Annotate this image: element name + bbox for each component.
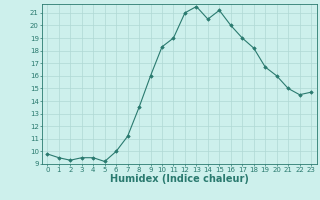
- X-axis label: Humidex (Indice chaleur): Humidex (Indice chaleur): [110, 174, 249, 184]
